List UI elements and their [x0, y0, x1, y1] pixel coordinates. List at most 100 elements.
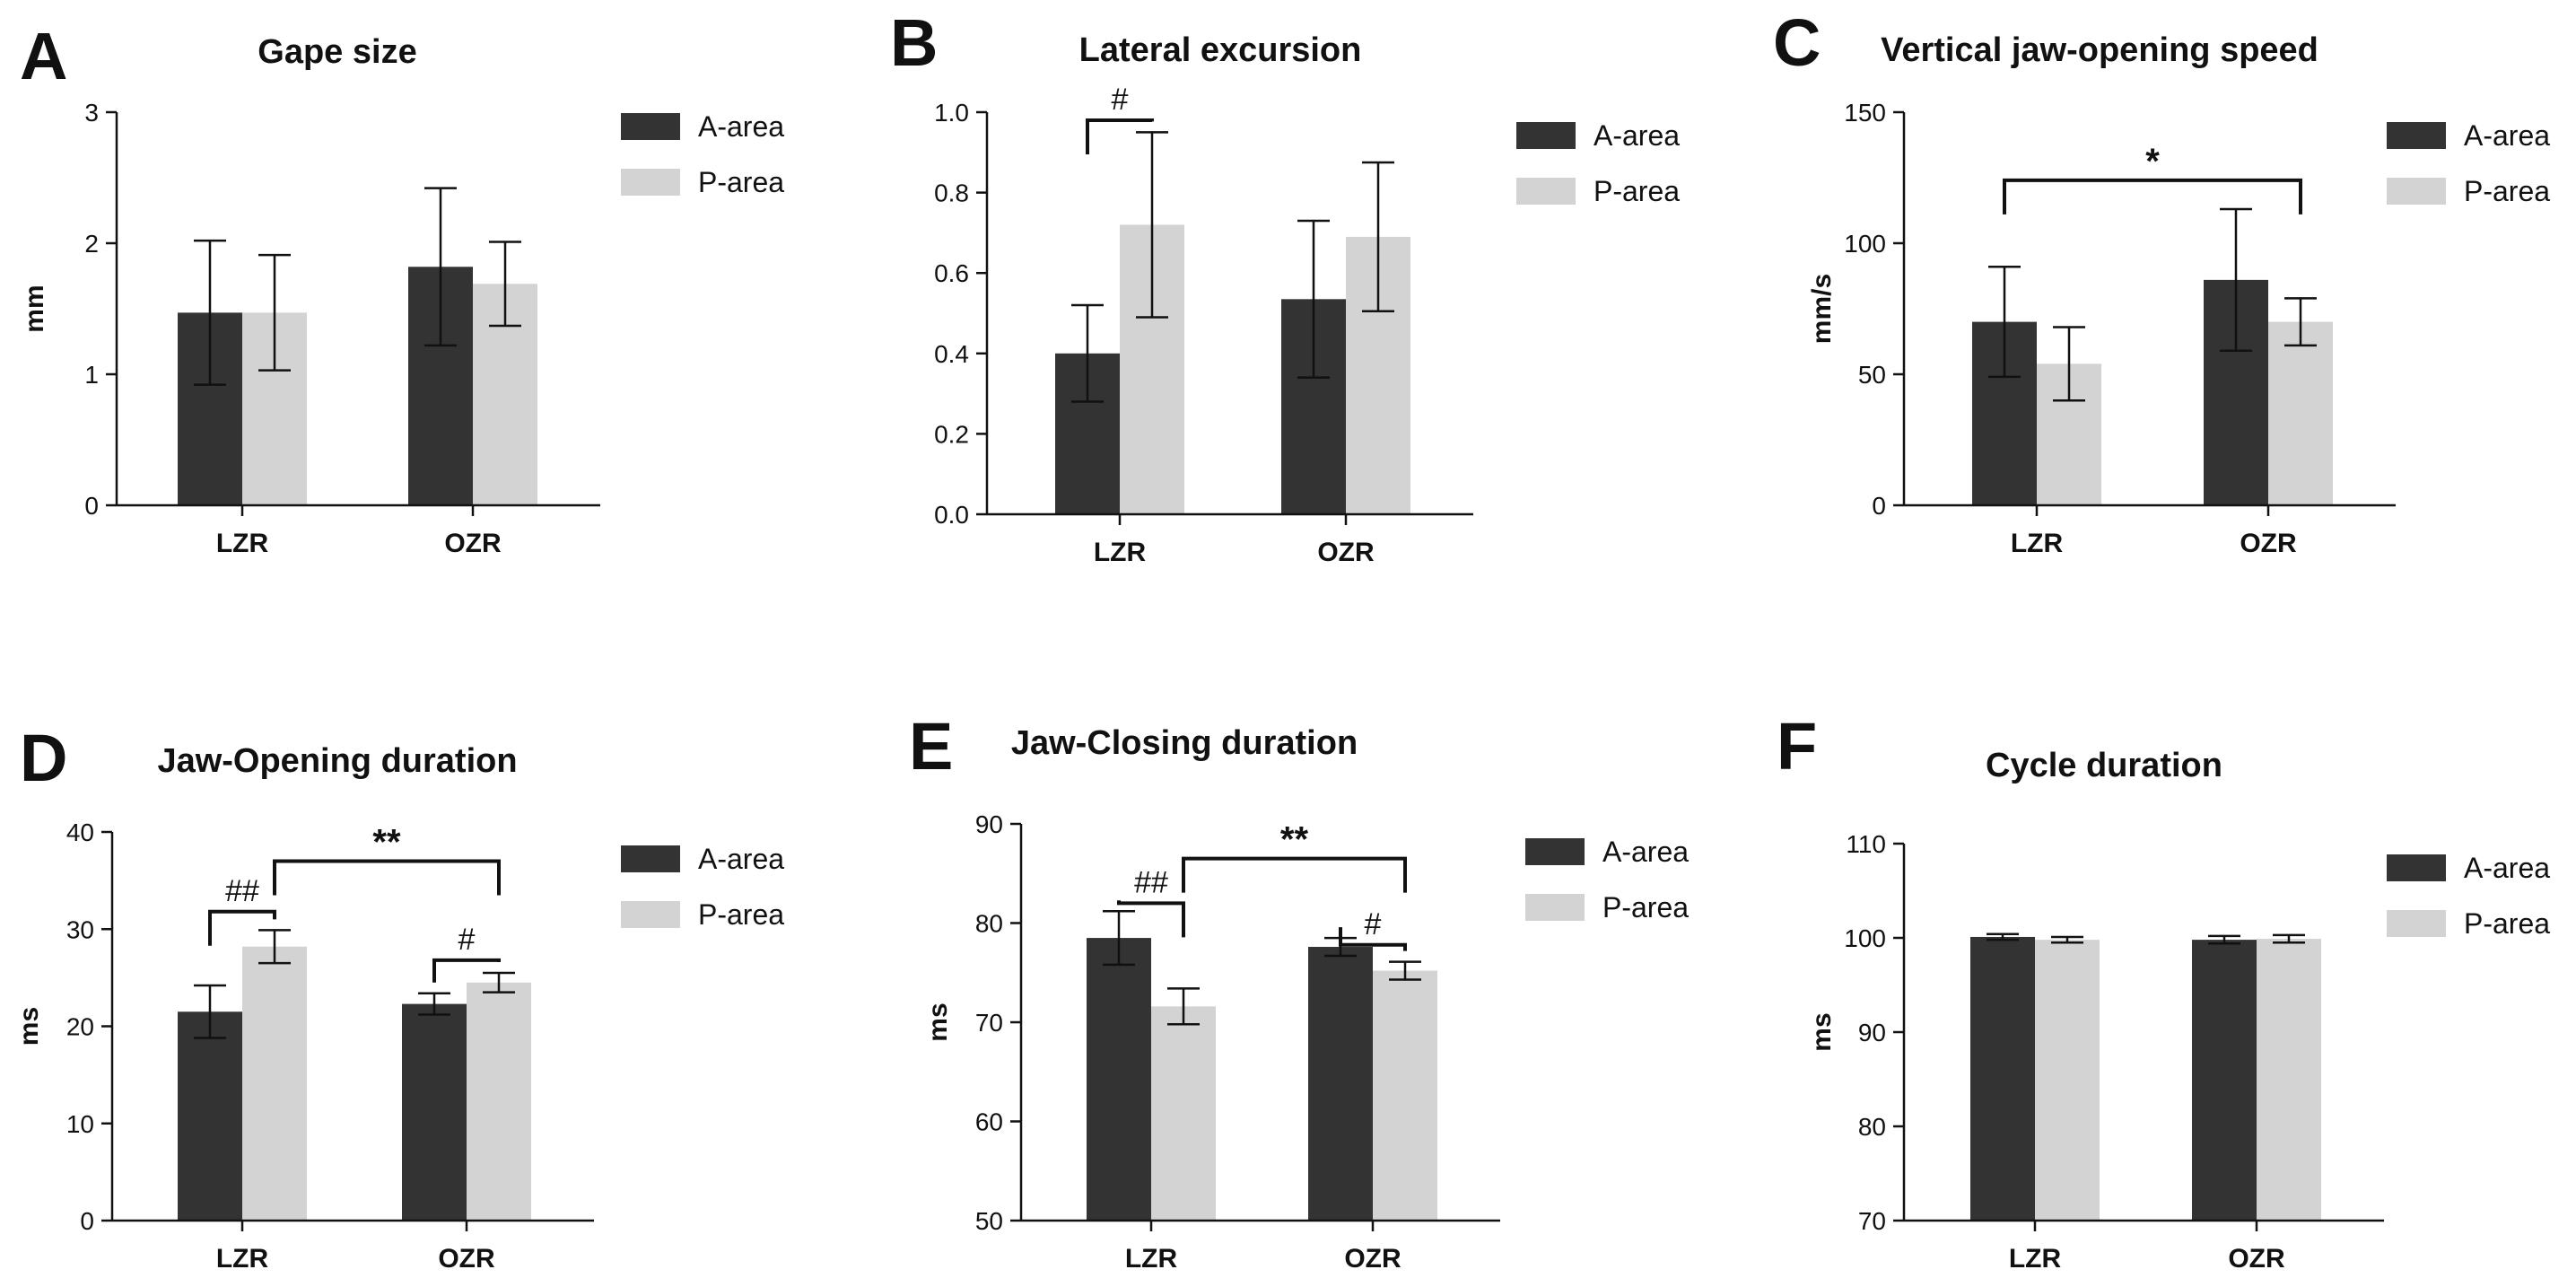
chart-title: Gape size — [258, 33, 416, 71]
x-tick-label: OZR — [1344, 1244, 1402, 1274]
legend-swatch-a-area — [2387, 122, 2446, 149]
chart-title: Lateral excursion — [1079, 31, 1362, 69]
y-tick-label: 110 — [1846, 830, 1886, 858]
significance-label: # — [1112, 83, 1129, 117]
bar-p-area-ozr — [2257, 939, 2321, 1221]
panel-letter: A — [20, 19, 67, 93]
legend-swatch-a-area — [621, 845, 680, 872]
bar-p-area-lzr — [1151, 1006, 1216, 1221]
y-tick-label: 100 — [1844, 924, 1886, 952]
y-tick-label: 0 — [1872, 492, 1886, 520]
error-bar-a-area-ozr — [424, 187, 457, 347]
y-axis-label: ms — [14, 1007, 44, 1046]
chart-title: Jaw-Closing duration — [1011, 724, 1358, 762]
x-tick-label: LZR — [216, 529, 269, 558]
significance-bracket — [1117, 900, 1185, 938]
significance-label: ## — [225, 874, 259, 908]
error-bar-a-area-ozr — [2208, 934, 2240, 945]
bar-a-area-lzr — [178, 1011, 242, 1221]
legend-label-p-area: P-area — [2464, 907, 2550, 940]
y-tick-label: 40 — [66, 819, 94, 846]
x-tick-label: OZR — [444, 529, 502, 558]
bar-p-area-ozr — [2268, 321, 2333, 505]
bar-a-area-lzr — [1087, 938, 1151, 1221]
legend-swatch-a-area — [621, 113, 680, 140]
error-bar-p-area-lzr — [2051, 935, 2083, 944]
y-tick-label: 0 — [84, 492, 99, 520]
bar-p-area-lzr — [242, 946, 307, 1221]
y-tick-label: 0.0 — [934, 501, 969, 529]
error-bar-a-area-lzr — [194, 984, 226, 1039]
chart-panel-a: A Gape size mm 0 1 2 3 LZR OZR A-area P-area — [20, 19, 784, 558]
error-bar-p-area-lzr — [258, 253, 291, 372]
error-bar-a-area-lzr — [194, 239, 226, 386]
error-bar-p-area-ozr — [2273, 933, 2305, 944]
error-bar-a-area-lzr — [1071, 303, 1104, 403]
chart-panel-f: F Cycle duration ms 70 80 90 100 110 LZR OZR A-are… — [1777, 709, 2550, 1274]
legend-label-p-area: P-area — [698, 166, 784, 198]
legend-label-p-area: P-area — [1594, 175, 1680, 207]
y-axis-label: mm/s — [1807, 274, 1837, 344]
x-tick-label: LZR — [2011, 529, 2064, 558]
significance-label: # — [1365, 907, 1382, 941]
x-tick-label: OZR — [2240, 529, 2297, 558]
bracket-line — [1117, 900, 1185, 938]
significance-label: * — [2145, 142, 2160, 181]
chart-title: Vertical jaw-opening speed — [1881, 31, 2318, 69]
y-tick-label: 10 — [66, 1110, 94, 1138]
x-tick-label: LZR — [216, 1244, 269, 1274]
legend-swatch-a-area — [1516, 122, 1576, 149]
legend-label-p-area: P-area — [2464, 175, 2550, 207]
error-bar-p-area-ozr — [1389, 960, 1421, 981]
y-tick-label: 2 — [84, 230, 99, 258]
y-tick-label: 90 — [1858, 1019, 1886, 1046]
significance-bracket — [1339, 927, 1407, 951]
significance-bracket — [1182, 856, 1407, 893]
y-tick-label: 70 — [975, 1009, 1003, 1037]
panel-letter: D — [20, 721, 67, 795]
y-tick-label: 100 — [1844, 230, 1886, 258]
panel-letter: E — [909, 709, 953, 784]
y-tick-label: 0 — [80, 1207, 94, 1235]
chart-panel-b: B Lateral excursion 0.0 0.2 0.4 0.6 0.8 1.0 LZR O… — [890, 5, 1680, 567]
bracket-line — [2003, 178, 2302, 214]
legend-label-p-area: P-area — [1602, 891, 1689, 924]
significance-label: ## — [1134, 865, 1168, 899]
bar-a-area-ozr — [1308, 947, 1373, 1221]
bracket-line — [1086, 118, 1154, 154]
legend-swatch-p-area — [621, 169, 680, 196]
x-tick-label: OZR — [2228, 1244, 2285, 1274]
legend-swatch-a-area — [2387, 854, 2446, 881]
chart-panel-e: E Jaw-Closing duration ms 50 60 70 80 90 LZR OZR #… — [909, 709, 1689, 1274]
y-tick-label: 0.8 — [934, 179, 969, 207]
legend-label-a-area: A-area — [1602, 836, 1689, 868]
legend-label-a-area: A-area — [698, 110, 784, 143]
error-bar-a-area-ozr — [2220, 207, 2252, 352]
significance-bracket — [432, 958, 501, 983]
bar-p-area-ozr — [1373, 970, 1437, 1221]
y-tick-label: 90 — [975, 810, 1003, 838]
y-tick-label: 0.6 — [934, 259, 969, 287]
bar-a-area-lzr — [1970, 936, 2035, 1221]
bar-p-area-lzr — [2035, 940, 2100, 1221]
x-tick-label: LZR — [1125, 1244, 1178, 1274]
significance-label: # — [458, 923, 476, 957]
error-bar-p-area-lzr — [1136, 131, 1168, 319]
y-tick-label: 80 — [975, 910, 1003, 938]
legend-swatch-p-area — [2387, 910, 2446, 937]
error-bar-p-area-lzr — [258, 929, 291, 965]
legend-label-p-area: P-area — [698, 898, 784, 931]
chart-title: Jaw-Opening duration — [157, 742, 517, 780]
y-tick-label: 1.0 — [934, 99, 969, 127]
error-bar-a-area-lzr — [1988, 266, 2021, 379]
legend-label-a-area: A-area — [2464, 119, 2550, 152]
bracket-line — [208, 909, 276, 946]
y-tick-label: 3 — [84, 99, 99, 127]
error-bar-p-area-ozr — [489, 241, 521, 328]
error-bar-a-area-ozr — [418, 992, 450, 1016]
y-tick-label: 30 — [66, 915, 94, 943]
legend-label-a-area: A-area — [2464, 852, 2550, 884]
y-tick-label: 0.2 — [934, 420, 969, 448]
